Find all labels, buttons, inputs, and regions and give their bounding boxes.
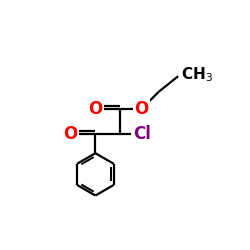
Text: CH$_3$: CH$_3$ bbox=[181, 65, 213, 84]
Text: O: O bbox=[134, 100, 149, 118]
Text: O: O bbox=[88, 100, 102, 118]
Text: Cl: Cl bbox=[133, 125, 150, 143]
Text: O: O bbox=[63, 125, 78, 143]
